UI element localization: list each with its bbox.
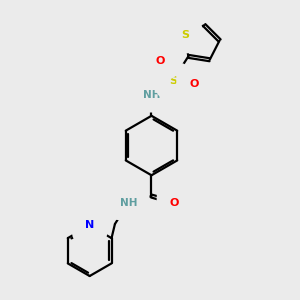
Text: N: N <box>85 220 94 230</box>
Text: S: S <box>181 30 189 40</box>
Text: NH: NH <box>120 198 137 208</box>
Text: O: O <box>156 56 165 66</box>
Text: O: O <box>170 198 179 208</box>
Text: O: O <box>190 79 199 89</box>
Text: NH: NH <box>143 90 160 100</box>
Text: S: S <box>169 76 177 86</box>
